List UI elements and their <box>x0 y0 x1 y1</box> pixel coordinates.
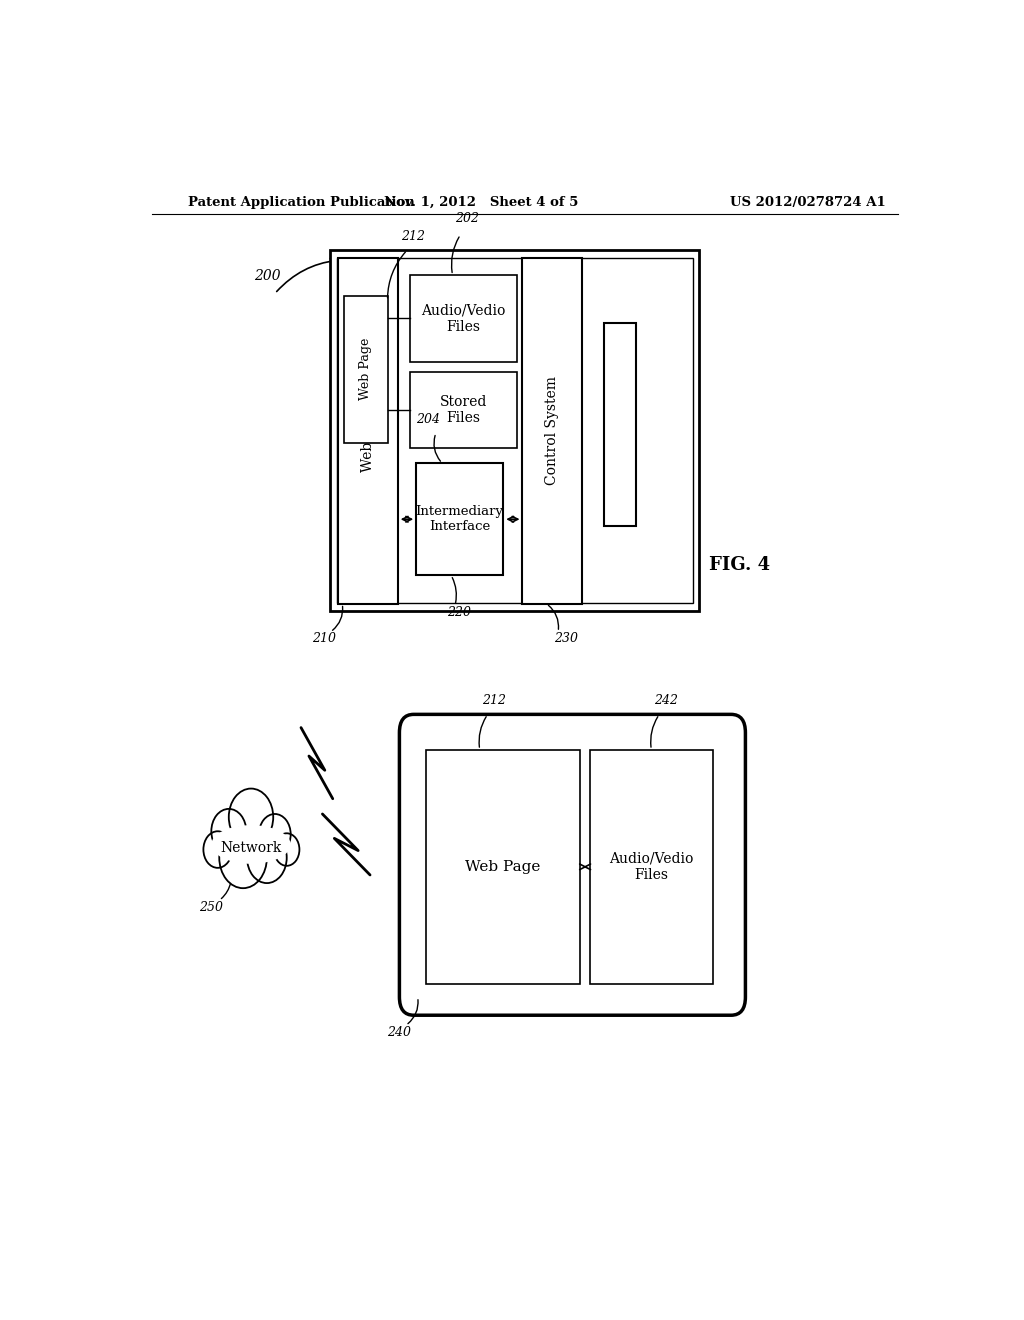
Text: Stored
Files: Stored Files <box>439 395 487 425</box>
Bar <box>590 750 713 983</box>
Text: Network: Network <box>220 841 282 854</box>
Text: 220: 220 <box>446 606 471 619</box>
Text: 202: 202 <box>455 213 479 226</box>
Circle shape <box>259 814 291 854</box>
Text: Patent Application Publication: Patent Application Publication <box>187 195 415 209</box>
Bar <box>416 463 504 576</box>
Text: Web Page: Web Page <box>465 859 541 874</box>
FancyBboxPatch shape <box>399 714 745 1015</box>
Circle shape <box>219 828 267 888</box>
Ellipse shape <box>211 825 291 863</box>
Circle shape <box>228 788 273 846</box>
Circle shape <box>247 833 287 883</box>
Text: Audio/Vedio
Files: Audio/Vedio Files <box>609 851 693 882</box>
Bar <box>410 276 517 362</box>
Bar <box>331 249 699 611</box>
Bar <box>337 257 693 602</box>
Text: 212: 212 <box>482 694 506 708</box>
Circle shape <box>211 809 246 854</box>
Text: 212: 212 <box>401 230 425 243</box>
Bar <box>344 296 387 444</box>
Bar <box>410 372 517 447</box>
Text: Nov. 1, 2012   Sheet 4 of 5: Nov. 1, 2012 Sheet 4 of 5 <box>384 195 579 209</box>
Text: 200: 200 <box>254 269 281 284</box>
Text: Web Page: Web Page <box>359 338 372 400</box>
Bar <box>338 257 398 603</box>
Text: Web Server: Web Server <box>361 389 375 471</box>
Bar <box>522 257 582 603</box>
Text: Control System: Control System <box>545 376 559 486</box>
Text: 242: 242 <box>653 694 678 708</box>
Text: 230: 230 <box>554 632 579 645</box>
Text: Audio/Vedio
Files: Audio/Vedio Files <box>421 304 506 334</box>
Bar <box>426 750 581 983</box>
Bar <box>604 323 636 527</box>
Text: 204: 204 <box>416 413 440 425</box>
Text: 240: 240 <box>387 1026 412 1039</box>
Text: 250: 250 <box>200 900 223 913</box>
Circle shape <box>204 832 232 867</box>
Circle shape <box>274 833 299 866</box>
Text: FIG. 4: FIG. 4 <box>709 556 770 574</box>
Text: US 2012/0278724 A1: US 2012/0278724 A1 <box>730 195 886 209</box>
Text: 210: 210 <box>312 632 336 645</box>
Text: Intermediary
Interface: Intermediary Interface <box>416 506 504 533</box>
